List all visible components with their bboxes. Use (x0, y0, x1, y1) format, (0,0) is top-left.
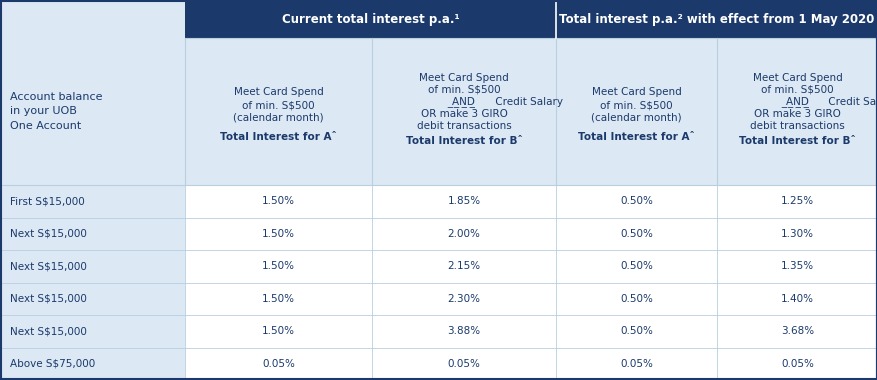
Text: 0.50%: 0.50% (619, 196, 652, 206)
Text: 1.30%: 1.30% (781, 229, 813, 239)
Text: Total Interest for Aˆ: Total Interest for Aˆ (577, 133, 694, 142)
Text: Next S$15,000: Next S$15,000 (10, 294, 87, 304)
Text: Credit Salary: Credit Salary (824, 97, 877, 107)
Bar (0, 185, 185, 217)
Bar (185, 185, 372, 217)
Text: ̲A̲N̲D̲: ̲A̲N̲D̲ (785, 97, 808, 108)
Bar (0, 347, 185, 380)
Bar (0, 250, 185, 282)
Bar (717, 282, 877, 315)
Text: 1.35%: 1.35% (780, 261, 813, 271)
Text: Meet Card Spend: Meet Card Spend (752, 73, 841, 83)
Text: ̲A̲N̲D̲: ̲A̲N̲D̲ (452, 97, 475, 108)
Bar (185, 38, 372, 185)
Bar (555, 282, 717, 315)
Text: Above S$75,000: Above S$75,000 (10, 359, 95, 369)
Bar (372, 282, 555, 315)
Text: Meet Card Spend: Meet Card Spend (591, 87, 681, 97)
Bar (0, 282, 185, 315)
Text: First S$15,000: First S$15,000 (10, 196, 85, 206)
Text: 0.05%: 0.05% (447, 359, 480, 369)
Text: 1.50%: 1.50% (261, 229, 295, 239)
Bar (555, 315, 717, 347)
Text: OR make 3 GIRO: OR make 3 GIRO (420, 109, 507, 119)
Text: 0.50%: 0.50% (619, 294, 652, 304)
Bar (717, 315, 877, 347)
Text: OR make 3 GIRO: OR make 3 GIRO (753, 109, 840, 119)
Text: of min. S$500: of min. S$500 (427, 85, 500, 95)
Text: Meet Card Spend: Meet Card Spend (418, 73, 509, 83)
Bar (185, 217, 372, 250)
Bar (0, 38, 185, 185)
Bar (555, 38, 717, 185)
Text: of min. S$500: of min. S$500 (760, 85, 833, 95)
Bar (0, 217, 185, 250)
Text: Account balance
in your UOB
One Account: Account balance in your UOB One Account (10, 92, 103, 131)
Text: Total interest p.a.² with effect from 1 May 2020: Total interest p.a.² with effect from 1 … (559, 13, 873, 25)
Bar (372, 38, 555, 185)
Text: 0.05%: 0.05% (781, 359, 813, 369)
Bar (717, 38, 877, 185)
Bar (555, 0, 877, 38)
Text: 2.30%: 2.30% (447, 294, 480, 304)
Bar (372, 315, 555, 347)
Text: 1.50%: 1.50% (261, 196, 295, 206)
Text: Next S$15,000: Next S$15,000 (10, 229, 87, 239)
Text: Next S$15,000: Next S$15,000 (10, 326, 87, 336)
Text: 2.15%: 2.15% (447, 261, 480, 271)
Text: 0.05%: 0.05% (261, 359, 295, 369)
Text: 1.85%: 1.85% (447, 196, 480, 206)
Bar (0, 315, 185, 347)
Text: (calendar month): (calendar month) (590, 113, 681, 123)
Bar (555, 250, 717, 282)
Bar (0, 0, 185, 38)
Text: 0.50%: 0.50% (619, 326, 652, 336)
Text: Credit Salary: Credit Salary (491, 97, 562, 107)
Bar (185, 0, 555, 38)
Bar (185, 282, 372, 315)
Bar (372, 217, 555, 250)
Text: 1.40%: 1.40% (781, 294, 813, 304)
Text: Current total interest p.a.¹: Current total interest p.a.¹ (282, 13, 459, 25)
Text: Next S$15,000: Next S$15,000 (10, 261, 87, 271)
Text: debit transactions: debit transactions (417, 121, 510, 131)
Bar (372, 347, 555, 380)
Bar (717, 347, 877, 380)
Text: Total Interest for Aˆ: Total Interest for Aˆ (220, 133, 337, 142)
Text: 3.68%: 3.68% (780, 326, 813, 336)
Text: of min. S$500: of min. S$500 (242, 100, 315, 110)
Bar (555, 217, 717, 250)
Text: 0.05%: 0.05% (619, 359, 652, 369)
Bar (185, 347, 372, 380)
Text: 3.88%: 3.88% (447, 326, 480, 336)
Text: Meet Card Spend: Meet Card Spend (233, 87, 323, 97)
Bar (372, 185, 555, 217)
Bar (717, 185, 877, 217)
Text: 1.25%: 1.25% (780, 196, 813, 206)
Text: debit transactions: debit transactions (749, 121, 844, 131)
Text: Total Interest for Bˆ: Total Interest for Bˆ (405, 136, 522, 147)
Text: 1.50%: 1.50% (261, 261, 295, 271)
Bar (555, 347, 717, 380)
Text: 2.00%: 2.00% (447, 229, 480, 239)
Bar (372, 250, 555, 282)
Bar (185, 250, 372, 282)
Text: 0.50%: 0.50% (619, 229, 652, 239)
Text: Total Interest for Bˆ: Total Interest for Bˆ (738, 136, 855, 147)
Text: 1.50%: 1.50% (261, 294, 295, 304)
Text: 0.50%: 0.50% (619, 261, 652, 271)
Bar (717, 250, 877, 282)
Bar (185, 315, 372, 347)
Text: (calendar month): (calendar month) (233, 113, 324, 123)
Text: 1.50%: 1.50% (261, 326, 295, 336)
Bar (717, 217, 877, 250)
Text: of min. S$500: of min. S$500 (600, 100, 672, 110)
Bar (555, 185, 717, 217)
